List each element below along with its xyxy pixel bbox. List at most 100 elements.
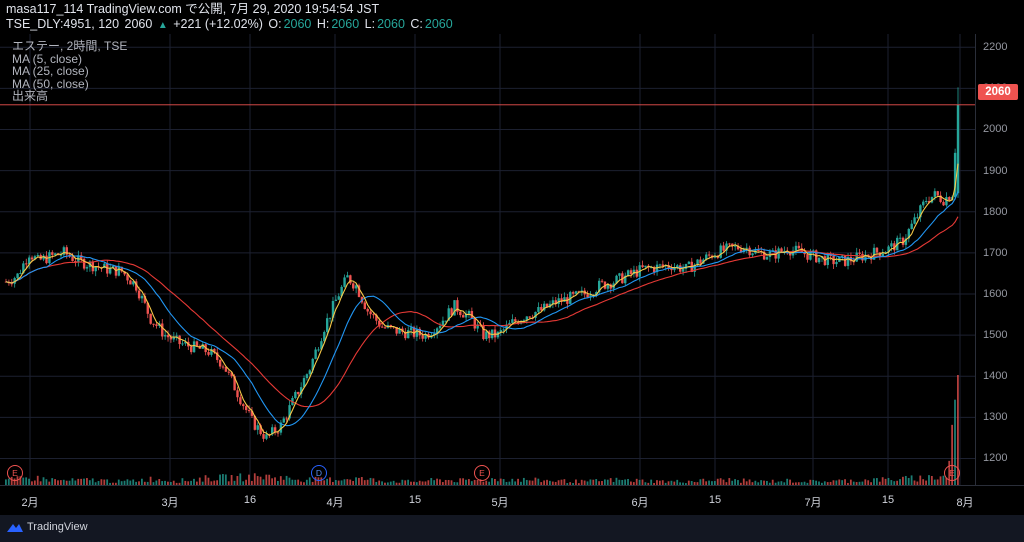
- candle-body: [948, 197, 951, 201]
- candle-body: [233, 376, 236, 391]
- volume-bar: [598, 481, 600, 485]
- candle-body: [493, 329, 497, 338]
- candle-body: [629, 270, 633, 275]
- candle-body: [201, 344, 204, 349]
- candle-body: [939, 195, 942, 202]
- volume-bar: [711, 481, 713, 485]
- earnings-event-icon[interactable]: E: [7, 465, 23, 481]
- candle-body: [696, 259, 699, 265]
- candle-body: [525, 316, 529, 321]
- candle-body: [94, 266, 97, 272]
- candle-body: [59, 254, 63, 256]
- candle-body: [797, 245, 801, 249]
- candle-body: [30, 257, 34, 260]
- volume-bar: [878, 481, 881, 485]
- volume-bar: [248, 474, 250, 485]
- dividend-event-icon[interactable]: D: [311, 465, 327, 481]
- candle-body: [936, 191, 939, 196]
- volume-bar: [821, 482, 823, 485]
- candle-body: [143, 295, 147, 303]
- candle-body: [262, 434, 265, 439]
- candle-body: [673, 267, 676, 271]
- candle-body: [849, 256, 853, 262]
- candle-body: [563, 297, 566, 302]
- candle-body: [574, 291, 578, 294]
- candle-body: [120, 266, 123, 272]
- volume-bar: [311, 481, 314, 485]
- volume-bar: [109, 482, 111, 485]
- candle-body: [117, 266, 121, 276]
- time-tick-label: 5月: [491, 497, 509, 509]
- price-tick-label: 2200: [983, 41, 1008, 54]
- candle-body: [294, 391, 297, 399]
- legend-title[interactable]: エステー, 2時間, TSE: [12, 39, 128, 53]
- candle-body: [933, 191, 937, 197]
- volume-bar: [106, 479, 109, 485]
- legend-volume[interactable]: 出来高: [12, 89, 49, 103]
- candle-body: [901, 237, 905, 245]
- candle-body: [435, 328, 439, 334]
- volume-bar: [621, 479, 624, 485]
- candle-body: [149, 313, 152, 324]
- volume-bar: [644, 482, 647, 485]
- candle-body: [53, 253, 57, 255]
- volume-bar: [250, 480, 253, 485]
- volume-bar: [112, 482, 114, 485]
- volume-bar: [757, 482, 760, 485]
- candle-body: [108, 267, 112, 274]
- volume-bar: [650, 479, 653, 485]
- volume-bar: [893, 481, 896, 485]
- time-axis[interactable]: [0, 485, 1024, 516]
- candle-body: [184, 341, 187, 344]
- volume-bar: [10, 476, 13, 485]
- volume-bar: [190, 480, 192, 485]
- volume-bar: [303, 482, 305, 485]
- legend-ma25[interactable]: MA (25, close): [12, 64, 89, 78]
- candle-body: [881, 253, 884, 257]
- candle-body: [169, 337, 173, 340]
- volume-bar: [913, 480, 916, 485]
- volume-bar: [323, 480, 326, 485]
- volume-bar: [453, 482, 456, 485]
- volume-bar: [19, 476, 22, 485]
- candle-body: [80, 255, 83, 259]
- volume-bar: [476, 479, 479, 485]
- candle-body: [299, 387, 303, 395]
- publish-info: masa117_114 TradingView.com で公開, 7月 29, …: [6, 2, 380, 16]
- candle-body: [777, 248, 780, 259]
- volume-bar: [141, 478, 143, 485]
- volume-bar: [624, 479, 627, 485]
- volume-bar: [881, 477, 884, 485]
- volume-bar: [494, 478, 496, 485]
- price-axis[interactable]: [975, 34, 1024, 485]
- candle-body: [652, 267, 656, 273]
- volume-bar: [279, 476, 282, 485]
- time-tick-label: 8月: [956, 497, 974, 509]
- price-tick-label: 1300: [983, 411, 1008, 424]
- candle-body: [780, 248, 783, 252]
- volume-bar: [300, 481, 302, 485]
- candle-body: [279, 422, 283, 433]
- price-chart[interactable]: [0, 34, 975, 485]
- candle-body: [395, 326, 398, 334]
- volume-bar: [933, 479, 936, 485]
- candle-body: [273, 427, 277, 433]
- candle-body: [271, 427, 274, 435]
- earnings-event-icon[interactable]: E: [944, 465, 960, 481]
- candle-body: [375, 314, 378, 321]
- chart-area[interactable]: [0, 34, 975, 485]
- volume-bar: [456, 482, 459, 485]
- volume-bar: [265, 474, 268, 485]
- volume-bar: [167, 481, 169, 485]
- candle-body: [794, 245, 798, 251]
- volume-bar: [236, 476, 239, 485]
- open-value: 2060: [283, 17, 312, 31]
- volume-bar: [603, 479, 606, 485]
- tradingview-logo[interactable]: TradingView: [6, 521, 88, 533]
- volume-bar: [146, 481, 149, 485]
- legend-ma5[interactable]: MA (5, close): [12, 51, 83, 66]
- earnings-event-icon[interactable]: E: [474, 465, 490, 481]
- legend-ma50[interactable]: MA (50, close): [12, 76, 89, 91]
- time-tick-label: 3月: [161, 497, 179, 509]
- volume-bar: [575, 479, 577, 485]
